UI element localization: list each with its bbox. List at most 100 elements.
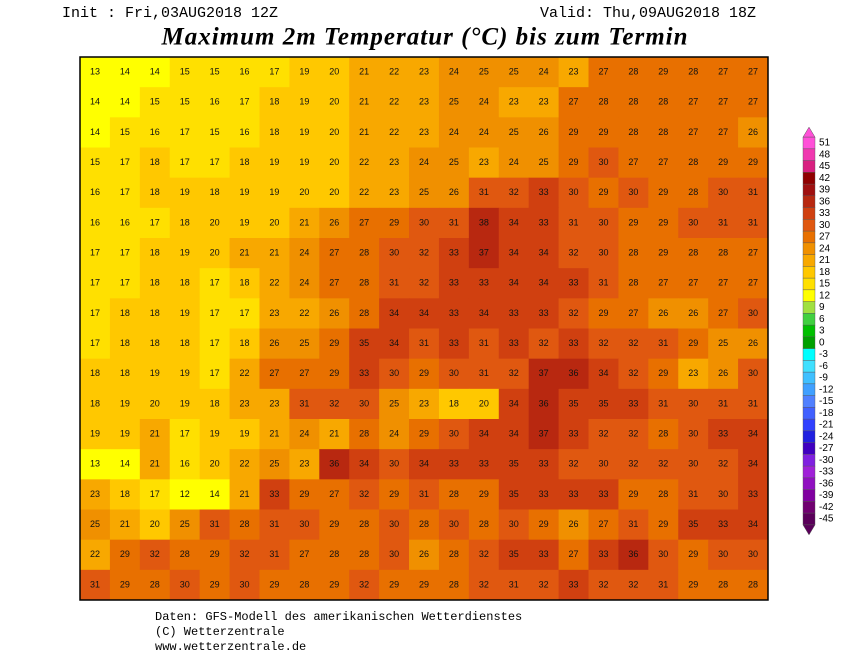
temp-label: 34	[748, 519, 758, 529]
temp-label: 25	[180, 519, 190, 529]
colorbar-label: -27	[819, 443, 834, 454]
temp-label: 33	[598, 549, 608, 559]
colorbar-label: -12	[819, 384, 834, 395]
temp-label: 26	[748, 127, 758, 137]
temp-cell	[379, 238, 410, 269]
temp-cell	[618, 177, 649, 209]
temp-cell	[468, 358, 500, 390]
temp-cell	[708, 509, 739, 541]
temp-cell	[229, 117, 260, 148]
colorbar-label: 45	[819, 161, 831, 172]
temp-cell	[708, 479, 739, 510]
temp-cell	[498, 207, 530, 239]
temp-cell	[438, 479, 470, 510]
temp-label: 29	[658, 519, 668, 529]
temp-cell	[379, 177, 410, 209]
temp-cell	[229, 87, 260, 118]
temp-label: 20	[479, 398, 489, 408]
temp-label: 35	[509, 489, 519, 499]
colorbar-label: 0	[819, 337, 825, 348]
temp-cell	[379, 388, 410, 420]
temp-label: 30	[748, 549, 758, 559]
temp-label: 27	[748, 278, 758, 288]
temp-label: 29	[389, 217, 399, 227]
temp-label: 27	[269, 368, 279, 378]
colorbar-label: 33	[819, 208, 831, 219]
temp-label: 19	[180, 368, 190, 378]
temp-label: 17	[90, 247, 100, 257]
temp-label: 19	[180, 247, 190, 257]
temp-cell	[648, 388, 679, 420]
temp-label: 28	[718, 579, 728, 589]
temp-cell	[738, 87, 769, 118]
temp-cell	[80, 57, 111, 88]
temp-cell	[409, 328, 440, 360]
temp-label: 17	[269, 66, 279, 76]
temp-cell	[409, 87, 440, 118]
temp-cell	[438, 388, 470, 420]
temp-cell	[229, 328, 260, 360]
temp-cell	[438, 539, 470, 571]
colorbar-label: -30	[819, 455, 834, 466]
temp-label: 28	[449, 549, 459, 559]
temp-label: 32	[539, 338, 549, 348]
temp-cell	[169, 419, 201, 450]
temp-label: 19	[299, 127, 309, 137]
temp-cell	[409, 177, 440, 209]
temp-label: 31	[509, 579, 519, 589]
temp-label: 31	[479, 187, 489, 197]
temp-label: 29	[718, 157, 728, 167]
temp-cell	[738, 569, 769, 601]
temp-cell	[379, 479, 410, 510]
temp-cell	[169, 298, 201, 329]
temp-cell	[738, 268, 769, 299]
temp-cell	[528, 117, 560, 148]
temp-label: 18	[150, 278, 160, 288]
temp-label: 34	[748, 428, 758, 438]
temp-cell	[738, 328, 769, 360]
temp-label: 34	[509, 217, 519, 227]
colorbar-label: 39	[819, 185, 831, 196]
temp-label: 27	[329, 247, 339, 257]
temp-label: 30	[598, 157, 608, 167]
temp-cell	[259, 479, 290, 510]
temp-label: 20	[150, 519, 160, 529]
colorbar-swatch	[802, 512, 816, 526]
temp-label: 23	[389, 187, 399, 197]
temp-cell	[738, 147, 769, 179]
temp-label: 18	[269, 97, 279, 107]
temp-cell	[678, 328, 709, 360]
temp-label: 29	[748, 157, 758, 167]
temp-cell	[349, 177, 380, 209]
temp-cell	[139, 358, 171, 390]
temp-cell	[498, 117, 530, 148]
temp-label: 34	[419, 459, 429, 469]
temp-cell	[618, 358, 649, 390]
temp-label: 28	[479, 519, 489, 529]
temp-cell	[139, 238, 171, 269]
temp-cell	[618, 479, 649, 510]
temp-label: 16	[180, 459, 190, 469]
temp-cell	[558, 268, 590, 299]
temp-label: 24	[449, 66, 459, 76]
temp-cell	[139, 207, 171, 239]
temp-label: 29	[299, 489, 309, 499]
temp-label: 30	[688, 398, 698, 408]
temp-label: 29	[658, 247, 668, 257]
temp-label: 29	[210, 579, 220, 589]
temp-label: 32	[509, 368, 519, 378]
temp-label: 29	[658, 66, 668, 76]
temp-label: 25	[479, 66, 489, 76]
temp-label: 28	[658, 428, 668, 438]
temp-cell	[259, 298, 290, 329]
temp-cell	[109, 147, 141, 179]
temp-cell	[678, 117, 709, 148]
temp-cell	[349, 87, 380, 118]
temp-cell	[80, 298, 111, 329]
temp-cell	[678, 147, 709, 179]
temp-cell	[169, 207, 201, 239]
temp-label: 30	[688, 459, 698, 469]
temp-cell	[139, 117, 171, 148]
temp-cell	[169, 147, 201, 179]
temp-cell	[468, 207, 500, 239]
